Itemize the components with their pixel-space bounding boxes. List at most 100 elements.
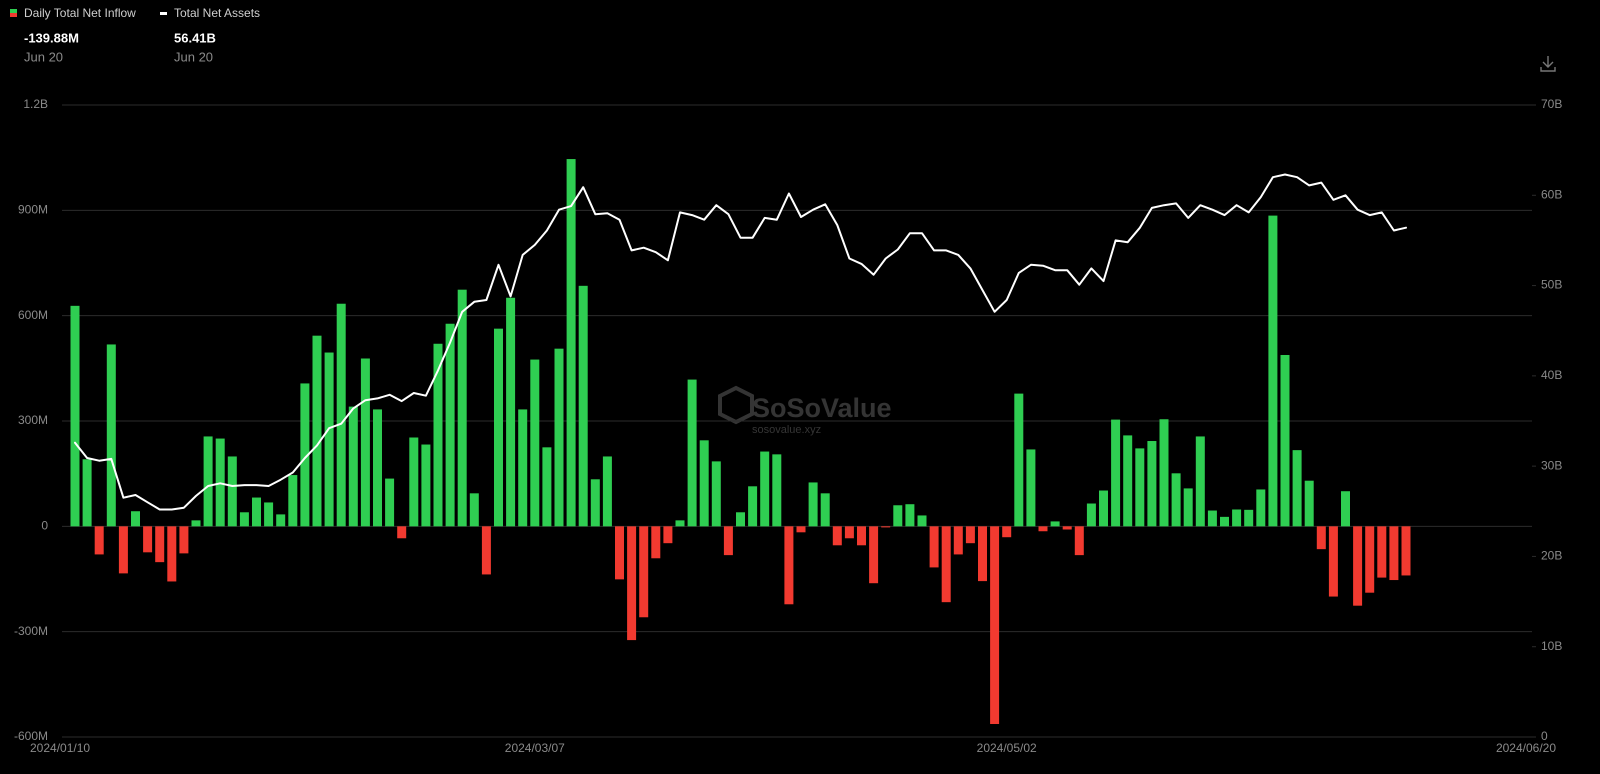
legend-swatch-line xyxy=(160,12,167,15)
bar xyxy=(70,305,80,527)
bar xyxy=(1280,354,1290,527)
y2-tick-label: 50B xyxy=(1541,278,1562,292)
legend-swatch-down xyxy=(10,13,17,17)
bar xyxy=(1050,521,1060,527)
bar xyxy=(469,493,479,527)
bar xyxy=(118,526,128,574)
bar xyxy=(494,328,503,527)
bar xyxy=(421,444,431,527)
bar xyxy=(627,526,637,641)
bar xyxy=(1389,526,1399,581)
bar xyxy=(445,323,455,527)
bar xyxy=(1099,490,1108,527)
bar xyxy=(772,454,782,527)
bar xyxy=(990,526,1000,725)
bar xyxy=(506,297,516,527)
readout-value: -139.88M xyxy=(24,30,79,45)
y-tick-label: 300M xyxy=(18,413,48,427)
bar xyxy=(1292,450,1302,527)
bar xyxy=(1341,491,1350,527)
y2-tick-label: 40B xyxy=(1541,368,1562,382)
bar xyxy=(929,526,939,568)
bar xyxy=(1316,526,1326,550)
bar xyxy=(881,526,891,528)
bar xyxy=(542,447,552,527)
y2-tick-label: 0 xyxy=(1541,729,1548,743)
bar xyxy=(409,437,419,527)
bar xyxy=(651,526,661,559)
readout-date: Jun 20 xyxy=(174,49,213,64)
bar xyxy=(748,486,758,527)
bar xyxy=(1244,509,1254,527)
bar xyxy=(663,526,673,544)
bar xyxy=(978,526,987,582)
bar xyxy=(82,459,92,527)
bar xyxy=(602,456,612,527)
bar xyxy=(1026,449,1036,527)
bar xyxy=(252,497,261,527)
bar xyxy=(530,359,540,527)
bar xyxy=(1353,526,1363,606)
bar xyxy=(1268,215,1278,527)
y-tick-label: 600M xyxy=(18,308,48,322)
bar xyxy=(397,526,407,539)
download-button[interactable] xyxy=(1540,56,1556,72)
bar xyxy=(1171,473,1181,527)
y2-tick-label: 10B xyxy=(1541,639,1562,653)
y2-tick-label: 30B xyxy=(1541,458,1562,472)
y2-tick-label: 20B xyxy=(1541,549,1562,563)
bar xyxy=(167,526,177,582)
bar xyxy=(1377,526,1387,578)
bar xyxy=(590,479,600,527)
bar xyxy=(1038,526,1048,532)
bar xyxy=(796,526,806,533)
x-tick-label: 2024/03/07 xyxy=(505,741,565,755)
legend-swatch-up xyxy=(10,9,17,13)
bar xyxy=(1256,489,1266,527)
y-tick-label: 0 xyxy=(41,519,48,533)
bar xyxy=(760,451,770,527)
bar xyxy=(1365,526,1375,593)
bar xyxy=(941,526,951,603)
bar xyxy=(264,502,274,527)
readout-date: Jun 20 xyxy=(24,49,63,64)
bar xyxy=(1074,526,1084,556)
bar xyxy=(1195,436,1205,527)
bar xyxy=(373,409,382,527)
bar xyxy=(518,409,528,527)
bar xyxy=(191,520,201,527)
bar xyxy=(1123,435,1133,527)
bar xyxy=(893,505,903,527)
bar xyxy=(155,526,165,563)
bar xyxy=(481,526,491,575)
y2-tick-label: 70B xyxy=(1541,97,1562,111)
bar xyxy=(857,526,866,546)
watermark: SoSoValue sosovalue.xyz xyxy=(718,385,892,436)
plot xyxy=(70,159,1411,725)
bar xyxy=(1183,488,1193,527)
bar xyxy=(1135,448,1145,527)
y2-tick-label: 60B xyxy=(1541,187,1562,201)
watermark-url: sosovalue.xyz xyxy=(752,424,821,436)
bar xyxy=(1220,516,1229,527)
bar xyxy=(324,352,334,527)
bar xyxy=(300,383,310,527)
readout-value: 56.41B xyxy=(174,30,216,45)
bar xyxy=(131,511,140,527)
bar xyxy=(820,493,830,527)
bar xyxy=(1232,509,1242,527)
y-tick-label: -600M xyxy=(14,729,48,743)
bar xyxy=(578,285,588,527)
watermark-brand: SoSoValue xyxy=(752,393,892,423)
bar xyxy=(288,475,298,527)
bar xyxy=(953,526,963,555)
bar xyxy=(106,344,116,527)
bar xyxy=(711,461,721,527)
bar xyxy=(336,303,346,527)
bar xyxy=(457,289,467,527)
bar xyxy=(227,456,237,527)
bar xyxy=(784,526,794,605)
bar xyxy=(965,526,975,544)
bar xyxy=(348,406,358,527)
